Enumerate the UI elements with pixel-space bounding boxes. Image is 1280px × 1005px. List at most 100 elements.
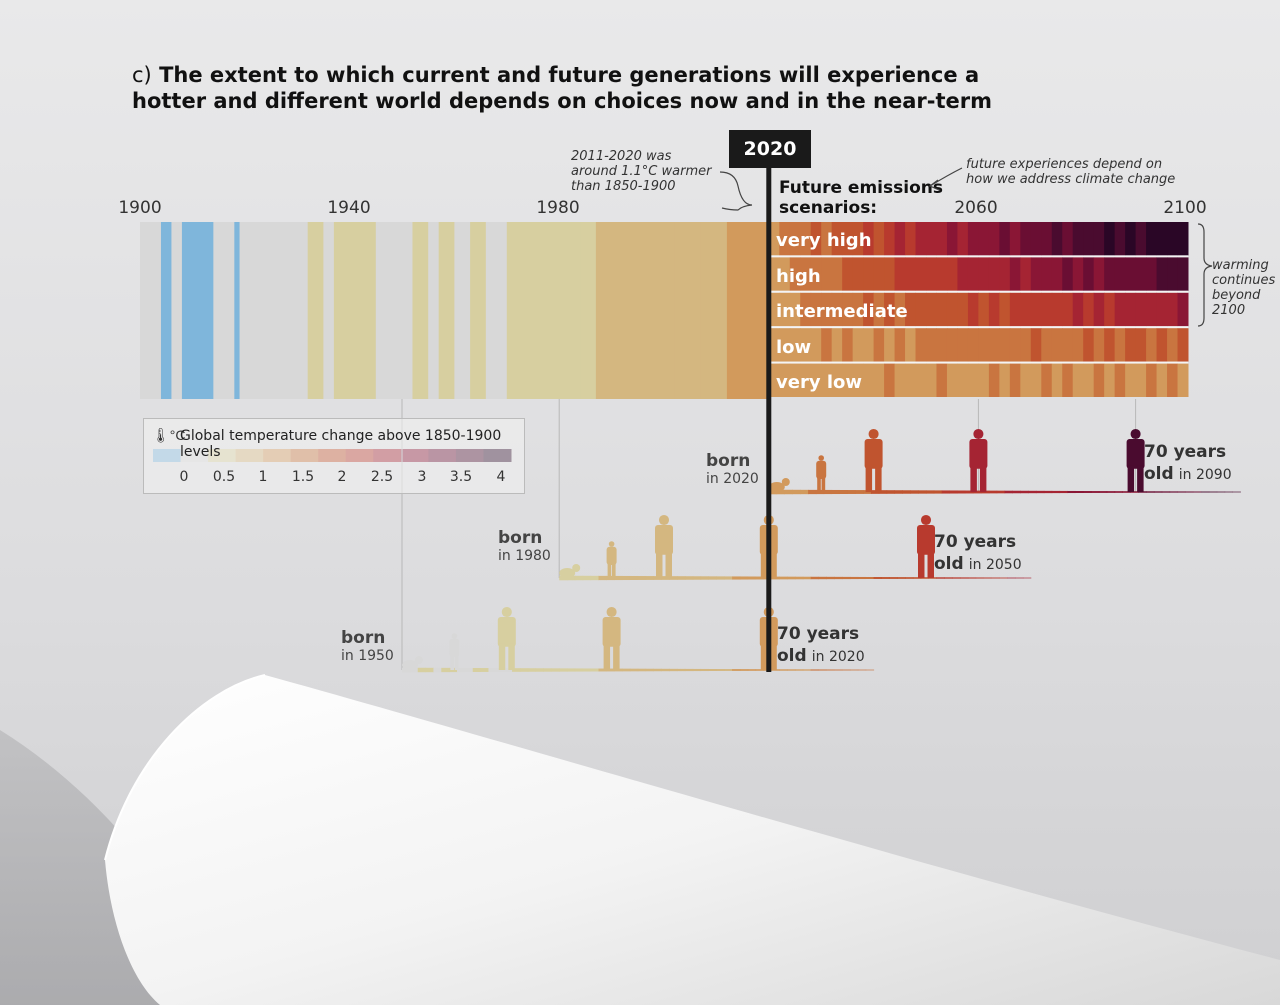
scenario-stripe: [1156, 292, 1168, 327]
person-leg: [760, 643, 768, 670]
scenario-stripe: [800, 222, 812, 256]
person-leg: [821, 476, 826, 492]
cohort-2050-age-label: 70 years old in 2050: [934, 532, 1022, 574]
scenario-stripe: [1083, 363, 1095, 397]
scenario-stripe: [821, 257, 833, 291]
lifetime-bar: [1098, 491, 1108, 493]
person-head: [451, 633, 458, 639]
lifetime-bar: [590, 668, 599, 672]
scenario-stripe: [915, 363, 927, 397]
scenario-stripe: [789, 328, 801, 362]
lifetime-bar: [1012, 490, 1021, 494]
scenario-stripe: [1146, 328, 1158, 362]
x-tick-2100: 2100: [1163, 198, 1207, 218]
beyond-2100-note: warming continues beyond 2100: [1212, 258, 1276, 318]
lifetime-bar: [818, 576, 827, 580]
person-head: [608, 541, 615, 547]
lifetime-bar: [559, 575, 568, 581]
past-note-pointer: [719, 171, 753, 211]
scenario-stripe: [978, 257, 990, 291]
lifetime-bar: [779, 576, 788, 580]
lifetime-bar: [708, 576, 717, 580]
scenario-stripe: [789, 363, 801, 397]
scenario-stripe: [1125, 257, 1137, 291]
scenario-stripe: [1030, 328, 1042, 362]
lifetime-bar: [905, 577, 914, 579]
lifetime-bar: [747, 576, 757, 580]
historical-stripe: [171, 222, 183, 399]
scenario-stripe: [967, 257, 979, 291]
scenario-stripe: [988, 328, 1000, 362]
future-scenarios-title: Future emissions scenarios:: [779, 178, 943, 218]
lifetime-bar: [933, 490, 943, 494]
scenario-stripe: [1114, 222, 1126, 256]
scenario-stripe: [873, 257, 885, 291]
lifetime-bar: [1130, 491, 1139, 493]
lifetime-bar: [692, 668, 702, 672]
lifetime-bar: [784, 489, 793, 495]
person-leg: [865, 465, 873, 492]
lifetime-bar: [755, 669, 765, 671]
lifetime-bar: [912, 577, 922, 579]
scenario-stripe: [1062, 363, 1074, 397]
scenario-stripe: [852, 222, 864, 256]
scenario-stripe: [926, 328, 937, 362]
historical-stripe: [333, 222, 377, 399]
scenario-stripe: [1156, 257, 1168, 291]
scenario-stripe: [1135, 257, 1147, 291]
historical-stripe: [674, 222, 702, 399]
scenario-stripe: [1167, 328, 1179, 362]
scenario-stripe: [946, 363, 958, 397]
lifetime-bar: [855, 490, 864, 494]
lifetime-bar: [865, 577, 875, 579]
scenario-stripe: [852, 257, 864, 291]
lifetime-bar: [873, 577, 882, 579]
historical-stripe: [140, 222, 162, 399]
lifetime-bar: [894, 490, 903, 494]
past-warming-note: 2011-2020 was around 1.1°C warmer than 185…: [571, 149, 712, 194]
lifetime-bar: [826, 576, 835, 580]
lifetime-bar: [975, 577, 985, 579]
lifetime-bar: [716, 669, 725, 671]
lifetime-bar: [567, 668, 576, 672]
lifetime-bar: [1185, 491, 1194, 493]
person-leg: [979, 465, 987, 492]
scenario-stripe: [810, 222, 822, 256]
lifetime-bar: [480, 668, 489, 672]
lifetime-bar: [1193, 491, 1202, 493]
lifetime-bar: [1067, 490, 1076, 494]
lifetime-bar: [944, 577, 953, 579]
scenario-stripe: [894, 328, 906, 362]
scenario-stripe: [905, 222, 917, 256]
scenario-stripe: [1104, 292, 1116, 327]
person-leg: [875, 465, 882, 492]
lifetime-bar: [957, 490, 966, 494]
scenario-stripe: [831, 363, 843, 397]
lifetime-bar: [409, 667, 419, 673]
scenario-stripe: [768, 363, 780, 397]
scenario-stripe: [905, 328, 917, 362]
lifetime-bar: [724, 576, 733, 580]
lifetime-bar: [425, 667, 434, 673]
lifetime-bar: [677, 576, 686, 580]
lifetime-bar: [850, 669, 859, 671]
lifetime-bar: [684, 668, 694, 672]
scenario-stripe: [926, 257, 937, 291]
scenario-stripe: [779, 257, 791, 291]
historical-stripe: [747, 222, 770, 399]
cohort-2090-age-label: 70 years old in 2090: [1144, 442, 1232, 484]
historical-stripe: [506, 222, 534, 399]
lifetime-bar: [606, 668, 615, 672]
scenario-stripe: [1020, 363, 1032, 397]
lifetime-bar: [441, 667, 450, 673]
person-head: [606, 606, 617, 618]
scenario-stripe: [1020, 222, 1032, 256]
scenario-stripe: [1009, 363, 1021, 397]
lifetime-bar: [488, 668, 497, 672]
scenario-stripe: [1072, 222, 1084, 256]
lifetime-bar: [661, 668, 670, 672]
lifetime-bar: [826, 669, 835, 671]
scenario-stripe: [1083, 328, 1095, 362]
historical-stripe: [239, 222, 282, 399]
